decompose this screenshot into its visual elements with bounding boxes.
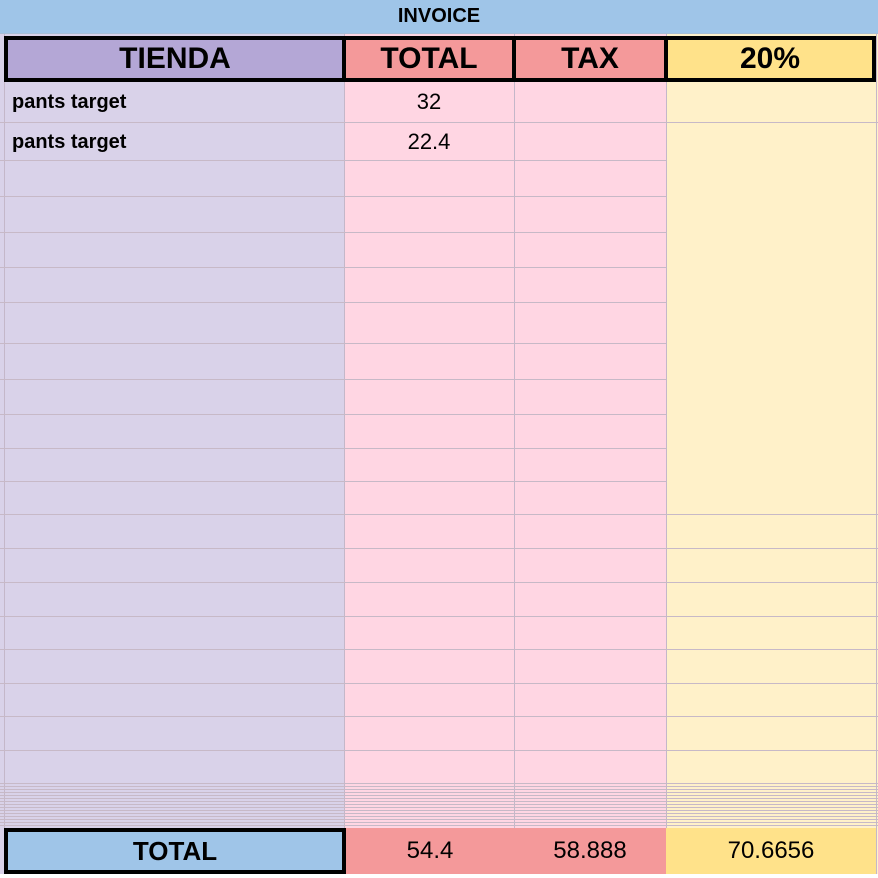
footer-total-sum[interactable]: 54.4 [346, 828, 514, 874]
grid-hline [0, 786, 878, 787]
header-tienda[interactable]: TIENDA [4, 36, 346, 82]
grid-hline [0, 804, 878, 805]
grid-hline [0, 481, 666, 482]
row-1-store[interactable]: pants target [12, 90, 127, 113]
grid-hline [0, 196, 666, 197]
grid-hline [0, 343, 666, 344]
footer-pct-sum[interactable]: 70.6656 [666, 828, 876, 874]
grid-hline [0, 795, 878, 796]
row-2-store[interactable]: pants target [12, 130, 127, 153]
grid-hline [0, 792, 878, 793]
grid-hline [0, 801, 878, 802]
invoice-title[interactable]: INVOICE [0, 0, 878, 34]
grid-vline [514, 34, 515, 878]
total-column-bg [344, 34, 514, 878]
grid-hline [0, 160, 666, 161]
grid-hline [0, 810, 878, 811]
tax-column-bg [514, 34, 666, 878]
grid-hline [0, 798, 878, 799]
grid-hline [0, 750, 878, 751]
header-total[interactable]: TOTAL [342, 36, 516, 82]
grid-hline [0, 122, 878, 123]
footer-tax-sum[interactable]: 58.888 [514, 828, 666, 874]
bottom-margin [0, 874, 878, 878]
grid-hline [0, 807, 878, 808]
grid-hline [0, 448, 666, 449]
footer-total-label[interactable]: TOTAL [4, 828, 346, 874]
grid-hline [0, 716, 878, 717]
row-1-total[interactable]: 32 [416, 89, 442, 114]
grid-hline [0, 616, 878, 617]
header-tax[interactable]: TAX [512, 36, 668, 82]
grid-hline [0, 783, 878, 784]
grid-vline [344, 34, 345, 878]
grid-hline [0, 582, 878, 583]
grid-vline [876, 34, 877, 878]
grid-hline [0, 267, 666, 268]
grid-hline [0, 649, 878, 650]
grid-hline [0, 514, 878, 515]
grid-hline [0, 822, 878, 823]
grid-hline [0, 683, 878, 684]
store-column-bg [0, 34, 344, 878]
row-2-total[interactable]: 22.4 [407, 129, 451, 154]
grid-vline [4, 34, 5, 878]
grid-hline [0, 819, 878, 820]
grid-hline [0, 813, 878, 814]
grid-hline [0, 825, 878, 826]
grid-hline [0, 816, 878, 817]
grid-hline [0, 232, 666, 233]
grid-hline [0, 548, 878, 549]
grid-hline [0, 414, 666, 415]
pct-column-bg [666, 34, 878, 878]
header-pct[interactable]: 20% [664, 36, 876, 82]
grid-hline [0, 302, 666, 303]
grid-hline [0, 379, 666, 380]
grid-vline [666, 34, 667, 878]
grid-hline [0, 789, 878, 790]
